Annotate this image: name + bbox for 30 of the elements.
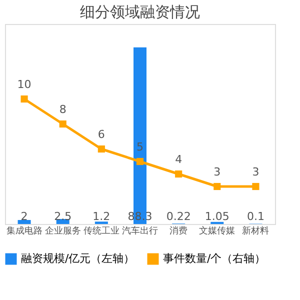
- x-tick-label: 集成电路: [6, 226, 42, 236]
- x-tick-label: 传统工业: [83, 226, 120, 236]
- data-label: 6: [98, 128, 105, 141]
- data-label: 2: [20, 210, 28, 223]
- data-label: 0.1: [246, 210, 264, 223]
- point: [175, 170, 182, 178]
- point: [136, 158, 144, 166]
- data-label: 3: [214, 166, 221, 178]
- data-label: 0.22: [166, 210, 191, 223]
- data-label: 10: [17, 78, 32, 91]
- chart-title: 细分领域融资情况: [80, 3, 200, 21]
- data-label: 1.05: [204, 210, 230, 223]
- legend-label: 融资规模/亿元（左轴）: [21, 252, 135, 265]
- point: [20, 95, 28, 103]
- data-label: 5: [136, 140, 144, 154]
- point: [59, 120, 66, 128]
- data-label: 3: [252, 166, 260, 178]
- x-tick-label: 企业服务: [44, 226, 81, 236]
- bar: [18, 220, 31, 224]
- point: [214, 182, 221, 190]
- point: [252, 182, 260, 190]
- x-tick-label: 文媒传媒: [199, 226, 236, 236]
- x-tick-label: 消费: [170, 226, 188, 236]
- point: [98, 145, 105, 153]
- legend-label: 事件数量/个（右轴）: [163, 252, 266, 265]
- x-tick-label: 新材料: [242, 226, 270, 236]
- data-label: 8: [59, 103, 66, 116]
- x-tick-label: 汽车出行: [122, 226, 158, 236]
- data-label: 1.2: [92, 210, 110, 223]
- data-label: 4: [175, 153, 182, 166]
